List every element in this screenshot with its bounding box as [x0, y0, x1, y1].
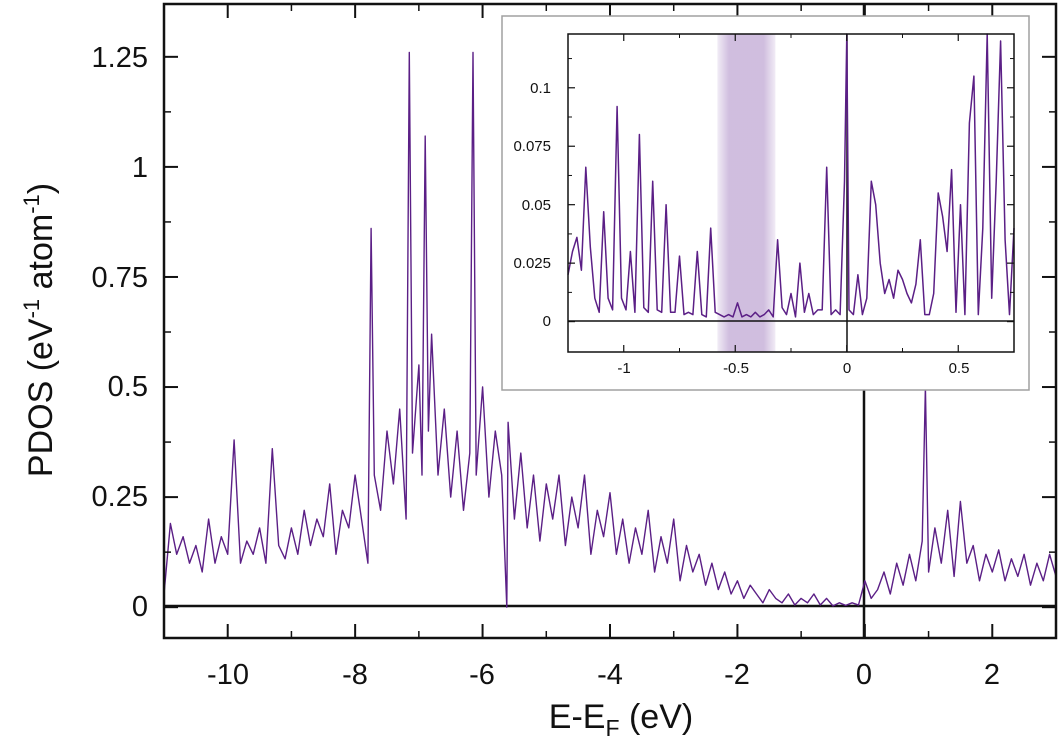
inset-x-tick-label: -0.5 — [723, 360, 749, 377]
y-axis-title-tail: ) — [22, 183, 60, 194]
main-plot-frame — [162, 2, 1058, 640]
y-axis-title-mid: atom — [22, 214, 60, 299]
main-x-tick-label: -10 — [207, 659, 249, 691]
inset-y-tick-label: 0 — [543, 313, 551, 330]
main-x-tick-label: -8 — [342, 659, 368, 691]
main-y-tick-label: 0.25 — [92, 481, 148, 513]
main-axis-ticks — [163, 4, 1057, 638]
main-plot: -10 -8 -6 -4 -2 0 2 0 0.25 0.5 0.75 1 1.… — [19, 2, 1058, 741]
y-axis-title: PDOS (eV-1 atom-1) — [19, 183, 60, 477]
inset-x-tick-label: -1 — [617, 360, 630, 377]
inset-pdos-series-line — [567, 33, 1015, 318]
y-axis-title-superscript: -1 — [19, 299, 44, 319]
x-axis-title-subscript: F — [605, 715, 619, 741]
x-axis-title: E-EF (eV) — [549, 698, 693, 741]
main-x-tick-label: 0 — [856, 659, 872, 691]
inset-x-tick-label: 0.5 — [949, 360, 970, 377]
inset-y-tick-label: 0.05 — [522, 197, 551, 214]
x-axis-title-tail: (eV) — [620, 698, 694, 736]
main-y-tick-label: 0.5 — [108, 371, 148, 403]
y-axis-title-main: PDOS (eV — [22, 318, 60, 477]
main-y-tick-label: 1 — [132, 152, 148, 184]
main-y-tick-label: 1.25 — [92, 42, 148, 74]
inset-plot: -1 -0.5 0 0.5 0 0.025 0.05 0.075 0.1 — [501, 15, 1030, 391]
main-y-tick-label: 0 — [132, 591, 148, 623]
main-x-tick-label: -6 — [469, 659, 495, 691]
main-y-tick-label: 0.75 — [92, 262, 148, 294]
inset-y-tick-label: 0.025 — [513, 255, 551, 272]
main-x-tick-label: -2 — [724, 659, 750, 691]
main-pdos-series-line — [163, 51, 1057, 608]
main-x-tick-label: -4 — [597, 659, 623, 691]
inset-shaded-region — [717, 34, 776, 352]
inset-x-tick-label: 0 — [843, 360, 851, 377]
y-axis-title-superscript: -1 — [19, 194, 44, 214]
x-axis-title-main: E-E — [549, 698, 606, 736]
inset-y-tick-label: 0.075 — [513, 138, 551, 155]
inset-plot-frame — [567, 33, 1015, 353]
inset-y-tick-label: 0.1 — [530, 80, 551, 97]
main-x-tick-label: 2 — [984, 659, 1000, 691]
